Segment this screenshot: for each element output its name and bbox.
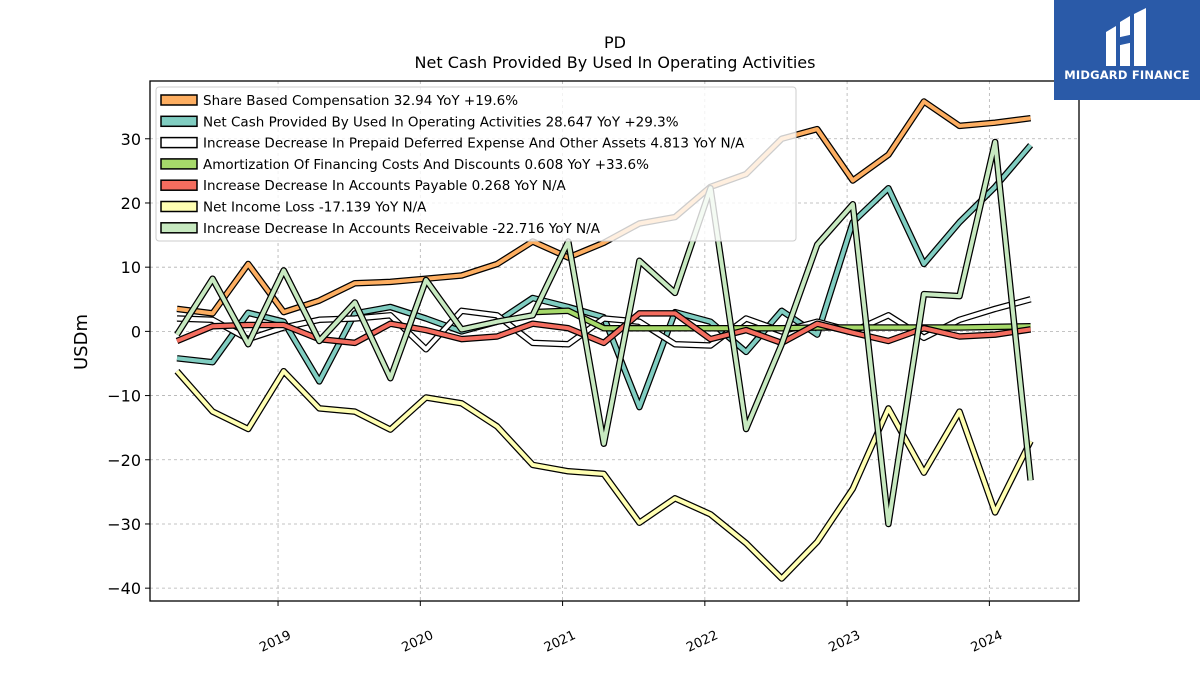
legend-swatch — [160, 115, 198, 128]
logo-mark-icon — [1106, 8, 1146, 66]
x-tick-label: 2019 — [257, 628, 293, 656]
legend-swatch — [160, 136, 198, 149]
y-tick-label: −30 — [107, 515, 141, 534]
y-tick-label: −10 — [107, 387, 141, 406]
legend-entry: Net Income Loss -17.139 YoY N/A — [203, 200, 427, 216]
legend-entry: Net Cash Provided By Used In Operating A… — [203, 114, 679, 130]
legend-swatch — [160, 222, 198, 234]
series-line — [175, 140, 1033, 526]
series-line — [532, 308, 1031, 331]
x-tick-label: 2021 — [542, 628, 578, 656]
legend-box — [155, 86, 797, 242]
legend-swatch — [160, 158, 198, 170]
y-tick-label: 20 — [121, 194, 141, 213]
y-axis: −40 −30 −20 −10 0 10 20 30 — [107, 130, 150, 598]
x-tick-label: 2024 — [969, 628, 1005, 656]
y-axis-label: USDm — [71, 314, 92, 370]
legend-entry: Amortization Of Financing Costs And Disc… — [203, 157, 649, 173]
chart-subtitle: Net Cash Provided By Used In Operating A… — [415, 53, 816, 72]
y-tick-label: −20 — [107, 451, 141, 470]
legend-swatch — [160, 94, 198, 106]
midgard-finance-logo: MIDGARD FINANCE — [1054, 0, 1200, 100]
chart-title: PD — [604, 33, 626, 52]
y-tick-label: 0 — [131, 322, 141, 341]
legend-swatch — [160, 200, 198, 213]
series-group — [174, 98, 1034, 582]
x-axis: 2019 2020 2021 2022 2023 2024 — [257, 601, 1005, 656]
y-tick-label: −40 — [107, 579, 141, 598]
series-line — [176, 99, 1031, 316]
legend-entry: Share Based Compensation 32.94 YoY +19.6… — [203, 93, 518, 109]
y-tick-label: 10 — [121, 258, 141, 277]
plot-frame — [149, 80, 1080, 602]
legend-entry: Increase Decrease In Accounts Payable 0.… — [203, 178, 566, 194]
x-tick-label: 2020 — [400, 628, 436, 656]
x-tick-label: 2022 — [684, 628, 720, 656]
legend-entry: Increase Decrease In Accounts Receivable… — [203, 221, 601, 237]
x-tick-label: 2023 — [826, 628, 862, 656]
logo-text: MIDGARD FINANCE — [1064, 68, 1190, 82]
legend-swatch — [160, 179, 198, 191]
series-line — [175, 369, 1033, 581]
series-line — [176, 297, 1032, 352]
legend-entry: Increase Decrease In Prepaid Deferred Ex… — [203, 136, 745, 152]
y-tick-label: 30 — [121, 130, 141, 149]
legend: Share Based Compensation 32.94 YoY +19.6… — [155, 86, 797, 242]
